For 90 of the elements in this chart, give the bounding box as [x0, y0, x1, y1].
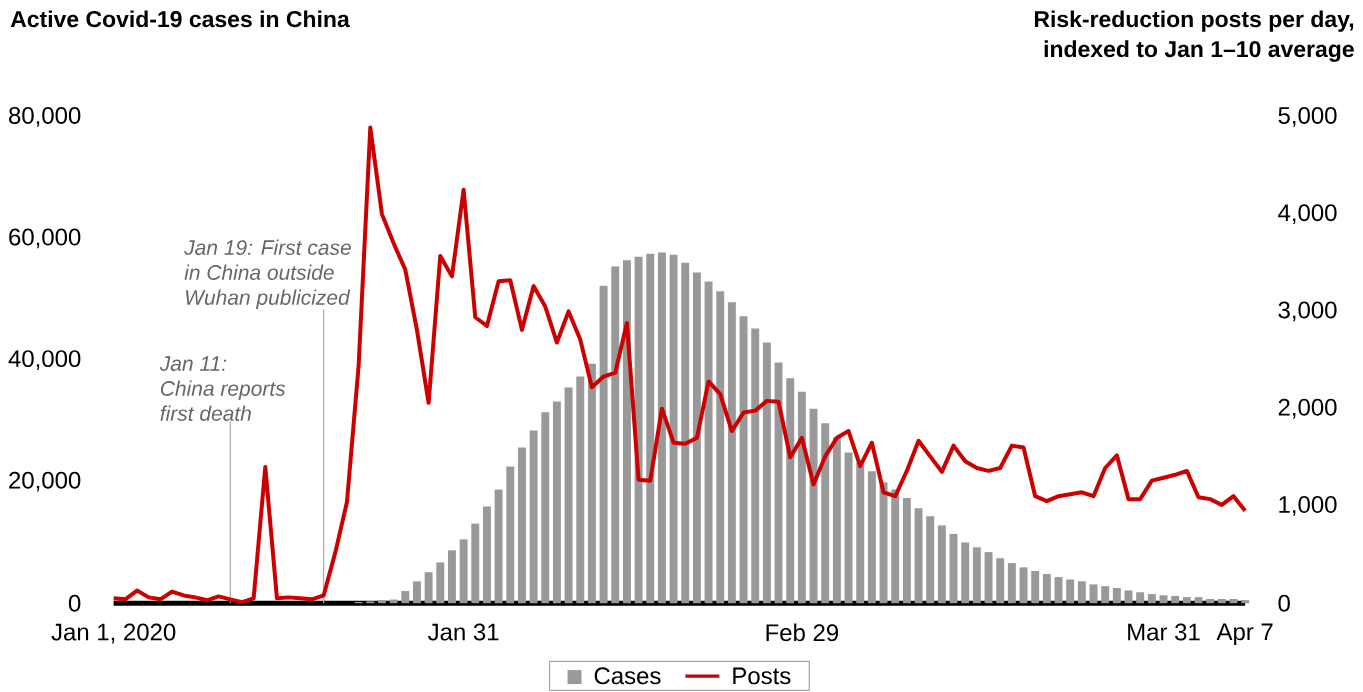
bar — [692, 272, 701, 604]
bar — [1007, 563, 1016, 604]
bar — [774, 362, 783, 604]
bar — [1171, 595, 1180, 604]
x-tick-label: Jan 1, 2020 — [51, 623, 176, 644]
y2-tick-label: 5,000 — [1278, 106, 1337, 127]
y-tick-label: 80,000 — [9, 106, 81, 127]
bar — [587, 363, 596, 604]
bar — [1241, 600, 1250, 604]
y-tick-label: 0 — [68, 594, 81, 612]
bar — [646, 253, 655, 604]
bar — [657, 252, 666, 604]
bar — [961, 542, 970, 604]
ref-line-label: Jan 11: China reports first death — [159, 356, 286, 421]
legend-label: Cases — [594, 667, 661, 685]
line-series — [111, 125, 1248, 605]
bar — [541, 412, 550, 604]
y-tick-label: 40,000 — [8, 350, 81, 370]
x-tick-label: Apr 7 — [1216, 623, 1273, 646]
bar — [926, 516, 935, 604]
bar — [669, 254, 678, 604]
bar — [436, 562, 445, 604]
bar — [1124, 590, 1133, 604]
bar — [996, 558, 1005, 604]
bar — [739, 316, 748, 604]
bar — [459, 539, 468, 604]
bar — [564, 387, 573, 604]
bar — [1136, 592, 1145, 604]
bar — [634, 256, 643, 604]
bar — [1101, 586, 1110, 604]
legend-label: Posts — [733, 667, 791, 685]
bar — [856, 462, 865, 604]
bar — [494, 489, 503, 604]
bar — [506, 466, 515, 604]
bar — [1042, 573, 1051, 604]
ref-line-label: Jan 19: First case in China outside Wuhan publicized — [184, 239, 351, 310]
bar — [762, 342, 771, 604]
bar — [949, 533, 958, 604]
y2-tick-label: 4,000 — [1278, 204, 1337, 224]
bar — [529, 430, 538, 604]
bar — [1182, 597, 1191, 604]
y2-tick-label: 1,000 — [1279, 496, 1337, 516]
bar — [821, 423, 830, 604]
bar — [412, 581, 421, 604]
y-tick-label: 60,000 — [9, 228, 81, 249]
bar — [879, 482, 888, 604]
bar — [482, 506, 491, 604]
bar — [552, 401, 561, 604]
bar — [972, 547, 981, 604]
bar — [844, 452, 853, 604]
bar — [471, 523, 480, 604]
bar — [727, 302, 736, 604]
bar — [867, 471, 876, 604]
bar — [1031, 570, 1040, 604]
bar — [599, 285, 608, 604]
y2-tick-label: 0 — [1278, 594, 1290, 612]
x-tick-label: Jan 31 — [428, 623, 499, 641]
bar — [576, 376, 585, 604]
bar — [377, 600, 386, 604]
bar — [937, 525, 946, 604]
bar — [786, 378, 795, 604]
bar — [914, 508, 923, 604]
bar — [401, 591, 410, 604]
bar — [797, 391, 806, 604]
bar — [681, 262, 690, 604]
bar — [1077, 581, 1086, 604]
bar — [891, 489, 900, 604]
bar — [716, 291, 725, 604]
x-tick-label: Mar 31 — [1128, 623, 1200, 641]
bar — [1066, 579, 1075, 604]
bar — [1147, 594, 1156, 604]
bar — [1112, 587, 1121, 604]
bar — [704, 281, 713, 604]
y-tick-label: 20,000 — [9, 471, 81, 492]
x-tick-label: Feb 29 — [766, 623, 839, 642]
y-axis-title: Active Covid-19 cases in China — [10, 10, 350, 28]
y2-tick-label: 3,000 — [1278, 301, 1337, 322]
bar — [424, 572, 433, 604]
bar — [622, 260, 631, 604]
y2-axis-title: Risk-reduction posts per day, indexed to Jan 1–10 average — [1034, 10, 1354, 62]
y2-tick-label: 2,000 — [1278, 398, 1337, 419]
bar — [447, 550, 456, 604]
bar — [832, 437, 841, 604]
bar — [902, 497, 911, 604]
bar — [751, 328, 760, 604]
bar — [1206, 598, 1215, 604]
bar — [809, 408, 818, 604]
bar — [517, 447, 526, 604]
bar — [1217, 598, 1226, 604]
bar — [611, 266, 620, 604]
